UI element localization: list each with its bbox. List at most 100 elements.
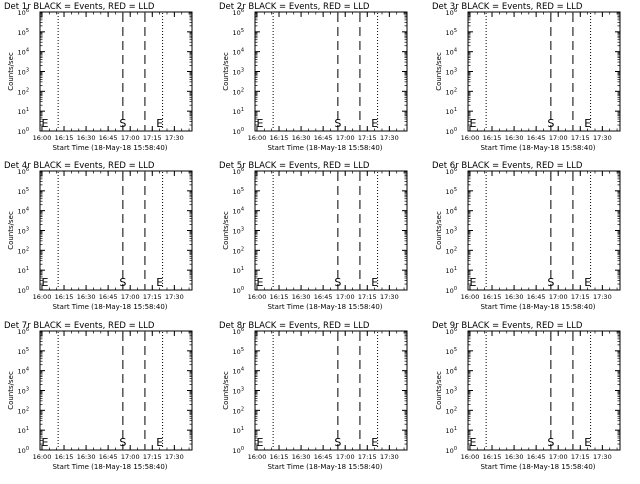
y-tick-label: 101 (233, 426, 244, 435)
x-axis-label: Start Time (18-May-18 15:58:40) (480, 303, 595, 311)
x-tick-label: 16:45 (527, 134, 546, 142)
x-tick-label: 16:00 (248, 453, 267, 461)
plot-frame (39, 330, 193, 451)
y-tick-label: 100 (446, 446, 457, 455)
x-tick-label: 16:45 (527, 293, 546, 301)
x-tick-label: 17:00 (121, 293, 140, 301)
x-tick-label: 17:15 (143, 134, 162, 142)
plot-frame (254, 170, 408, 291)
x-tick-label: 17:00 (549, 293, 568, 301)
end-marker-label: E (469, 436, 476, 449)
x-tick-label: 16:00 (461, 453, 480, 461)
panel-title: Det 2r BLACK = Events, RED = LLD (219, 2, 370, 12)
y-tick-label: 105 (233, 28, 244, 37)
x-tick-label: 17:00 (336, 453, 355, 461)
y-tick-label: 105 (18, 347, 29, 356)
end-marker-label: E (156, 436, 163, 449)
y-tick-label: 104 (446, 367, 457, 376)
x-tick-label: 16:15 (55, 134, 74, 142)
end-marker-label: E (256, 117, 263, 130)
x-tick-label: 17:00 (121, 453, 140, 461)
x-tick-label: 16:45 (314, 134, 333, 142)
y-tick-label: 100 (233, 446, 244, 455)
plot-frame (467, 330, 621, 451)
x-tick-label: 17:15 (358, 453, 377, 461)
y-tick-label: 102 (18, 87, 29, 96)
start-marker-label: S (334, 436, 341, 449)
y-tick-label: 102 (446, 246, 457, 255)
panel-title: Det 9r BLACK = Events, RED = LLD (432, 321, 583, 331)
start-marker-label: S (334, 117, 341, 130)
y-axis-label: Counts/sec (7, 52, 15, 91)
y-tick-label: 101 (18, 426, 29, 435)
y-tick-label: 101 (233, 107, 244, 116)
y-tick-label: 100 (18, 127, 29, 136)
x-tick-label: 16:30 (505, 453, 524, 461)
y-tick-label: 100 (233, 127, 244, 136)
y-tick-label: 101 (18, 107, 29, 116)
x-tick-label: 16:45 (527, 453, 546, 461)
y-tick-label: 104 (446, 48, 457, 57)
x-tick-label: 16:45 (314, 293, 333, 301)
y-axis-label: Counts/sec (435, 371, 443, 410)
x-tick-label: 16:00 (33, 134, 52, 142)
plot-frame (254, 11, 408, 132)
x-axis-label: Start Time (18-May-18 15:58:40) (52, 144, 167, 152)
y-tick-label: 102 (18, 406, 29, 415)
x-tick-label: 16:30 (292, 134, 311, 142)
x-tick-label: 17:15 (358, 134, 377, 142)
y-tick-label: 104 (18, 367, 29, 376)
x-tick-label: 16:45 (99, 293, 118, 301)
start-marker-label: S (119, 276, 126, 289)
x-tick-label: 16:30 (505, 134, 524, 142)
x-tick-label: 16:30 (77, 293, 96, 301)
x-tick-label: 17:30 (380, 293, 399, 301)
detector-panel-2: Det 2r BLACK = Events, RED = LLD 100 101 10… (219, 2, 408, 152)
x-tick-label: 17:15 (358, 293, 377, 301)
y-tick-label: 106 (18, 327, 29, 336)
y-tick-label: 105 (233, 347, 244, 356)
detector-panel-3: Det 3r BLACK = Events, RED = LLD 100 101 10… (432, 2, 621, 152)
y-tick-label: 100 (446, 127, 457, 136)
panel-title: Det 5r BLACK = Events, RED = LLD (219, 161, 370, 171)
x-tick-label: 17:30 (165, 453, 184, 461)
start-marker-label: S (547, 436, 554, 449)
end-marker-label: E (469, 117, 476, 130)
y-tick-label: 102 (18, 246, 29, 255)
x-tick-label: 16:15 (55, 453, 74, 461)
y-tick-label: 106 (18, 167, 29, 176)
x-tick-label: 17:30 (593, 293, 612, 301)
x-axis-label: Start Time (18-May-18 15:58:40) (267, 303, 382, 311)
x-tick-label: 16:30 (77, 134, 96, 142)
x-tick-label: 17:15 (143, 293, 162, 301)
end-marker-label: E (469, 276, 476, 289)
y-tick-label: 103 (233, 68, 244, 77)
x-tick-label: 17:00 (549, 134, 568, 142)
end-marker-label: E (156, 117, 163, 130)
x-tick-label: 16:00 (248, 134, 267, 142)
x-tick-label: 17:00 (336, 293, 355, 301)
y-tick-label: 106 (233, 167, 244, 176)
x-tick-label: 17:30 (593, 134, 612, 142)
y-tick-label: 106 (233, 327, 244, 336)
y-tick-label: 106 (18, 8, 29, 17)
x-axis-label: Start Time (18-May-18 15:58:40) (52, 303, 167, 311)
x-tick-label: 16:45 (99, 134, 118, 142)
detector-panel-8: Det 8r BLACK = Events, RED = LLD 100 101 10… (219, 321, 408, 471)
y-tick-label: 102 (233, 246, 244, 255)
x-tick-label: 17:30 (593, 453, 612, 461)
end-marker-label: E (584, 276, 591, 289)
y-axis-label: Counts/sec (222, 52, 230, 91)
start-marker-label: S (547, 276, 554, 289)
y-tick-label: 103 (233, 227, 244, 236)
x-tick-label: 16:15 (270, 134, 289, 142)
end-marker-label: E (41, 436, 48, 449)
y-tick-label: 103 (18, 387, 29, 396)
panel-title: Det 7r BLACK = Events, RED = LLD (4, 321, 155, 331)
detector-panel-5: Det 5r BLACK = Events, RED = LLD 100 101 10… (219, 161, 408, 311)
y-axis-label: Counts/sec (435, 211, 443, 250)
x-tick-label: 17:00 (121, 134, 140, 142)
y-tick-label: 100 (233, 286, 244, 295)
